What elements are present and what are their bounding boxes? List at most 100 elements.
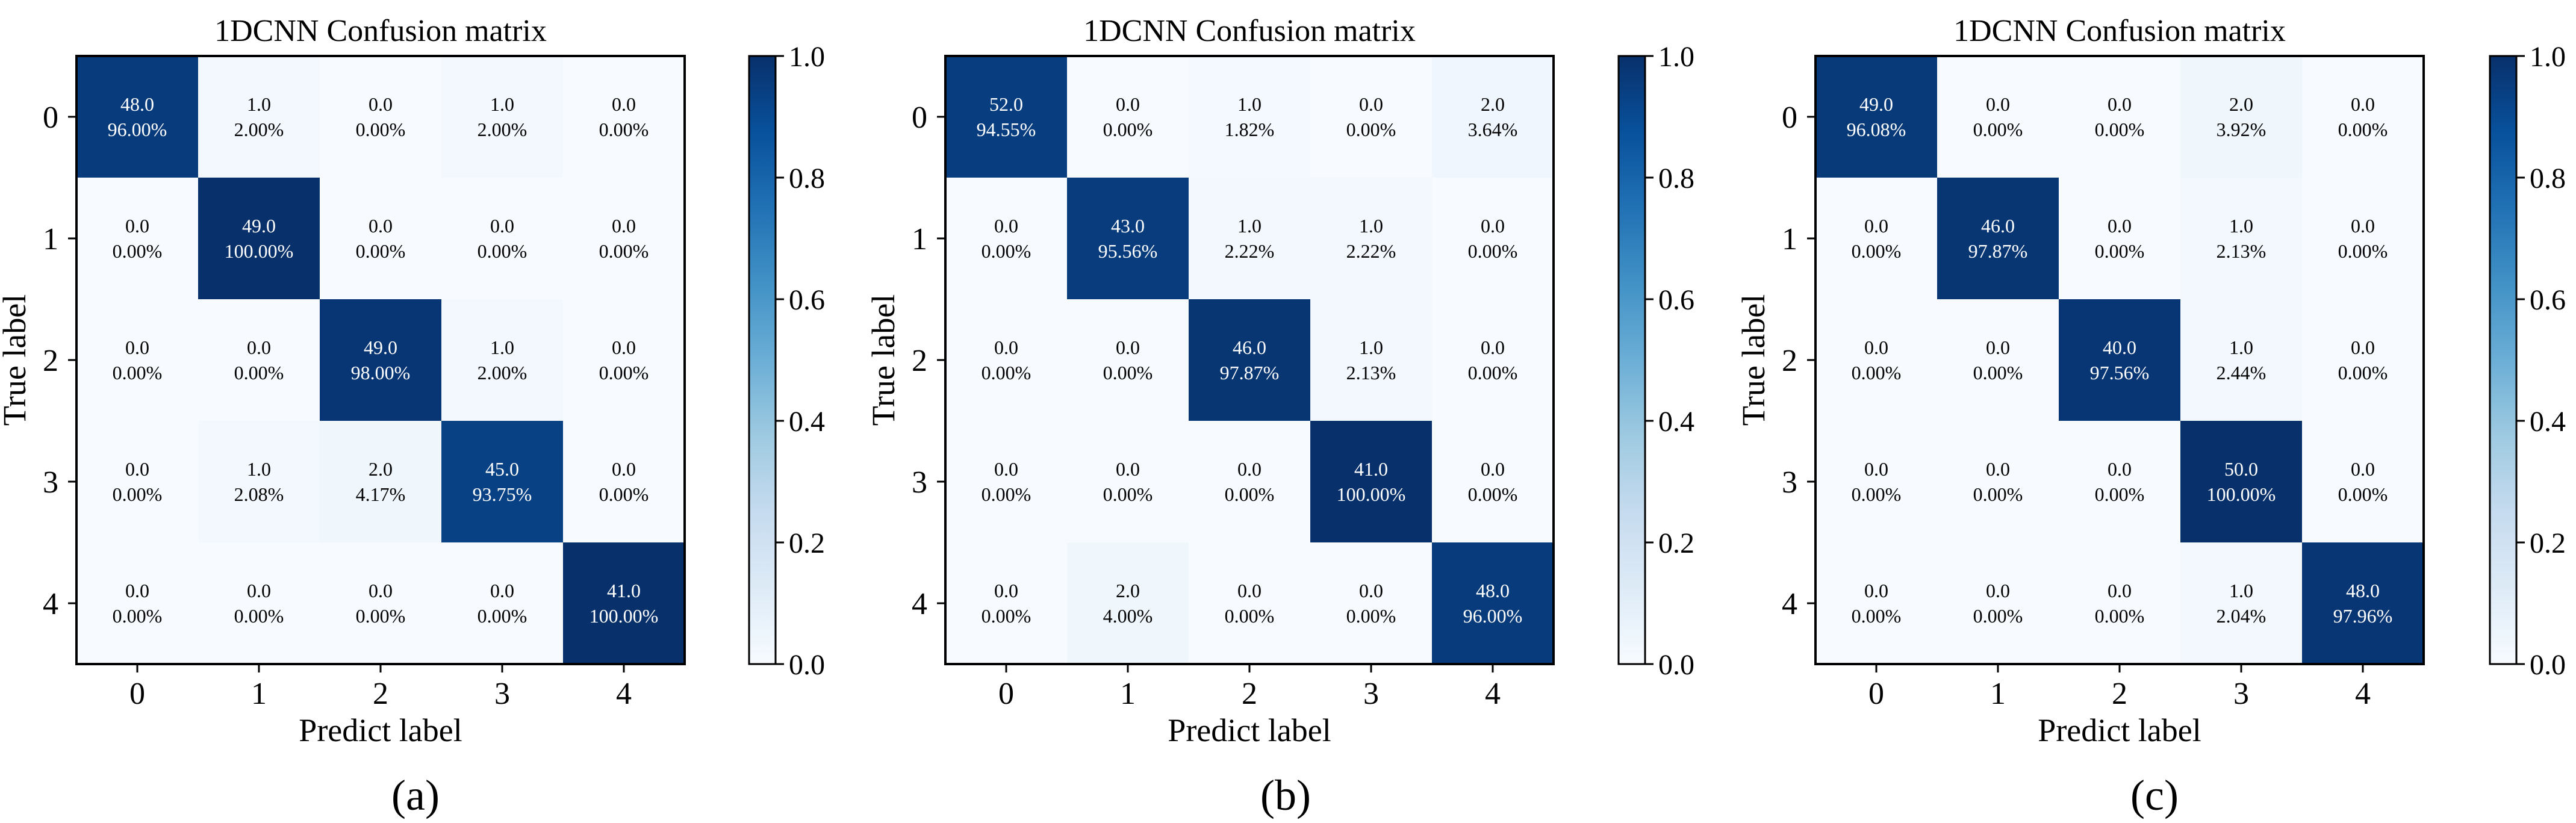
y-tick-label: 1 <box>43 222 58 256</box>
chart-title: 1DCNN Confusion matrix <box>1953 14 2286 48</box>
cell-count-label: 0.0 <box>2351 458 2375 480</box>
cell-count-label: 49.0 <box>364 337 397 358</box>
cell-count-label: 0.0 <box>125 458 149 480</box>
cell-percent-label: 2.04% <box>2217 605 2266 627</box>
heatmap-cell <box>1067 421 1189 543</box>
cell-percent-label: 0.00% <box>1852 605 1902 627</box>
heatmap-cell <box>2180 178 2303 300</box>
cell-percent-label: 0.00% <box>1852 483 1902 505</box>
cell-count-label: 0.0 <box>994 458 1018 480</box>
cell-percent-label: 0.00% <box>982 240 1031 262</box>
cell-percent-label: 3.92% <box>2217 119 2266 140</box>
heatmap-cell <box>1432 299 1554 421</box>
cell-count-label: 1.0 <box>2229 337 2253 358</box>
cell-count-label: 0.0 <box>1986 580 2010 601</box>
heatmap-cell <box>563 56 685 178</box>
cell-count-label: 0.0 <box>369 215 393 237</box>
heatmap-cell <box>1432 56 1554 178</box>
cell-percent-label: 0.00% <box>2095 240 2145 262</box>
heatmap-cell <box>563 421 685 543</box>
cell-percent-label: 0.00% <box>1973 605 2023 627</box>
heatmap-cell <box>76 542 199 665</box>
cell-count-label: 41.0 <box>1354 458 1388 480</box>
cell-count-label: 0.0 <box>1864 337 1888 358</box>
cell-percent-label: 0.00% <box>113 362 163 384</box>
y-axis-label: True label <box>865 294 901 426</box>
cell-count-label: 0.0 <box>247 580 271 601</box>
cell-percent-label: 0.00% <box>2095 119 2145 140</box>
cell-percent-label: 0.00% <box>2338 483 2388 505</box>
y-tick-label: 3 <box>912 465 927 500</box>
cell-percent-label: 0.00% <box>1225 605 1275 627</box>
y-tick-label: 0 <box>1782 101 1797 135</box>
heatmap-cell <box>1189 56 1311 178</box>
cell-count-label: 1.0 <box>490 337 514 358</box>
y-tick-label: 2 <box>1782 344 1797 378</box>
colorbar-tick-label: 0.8 <box>789 163 825 194</box>
cell-percent-label: 98.00% <box>351 362 411 384</box>
cell-count-label: 0.0 <box>369 580 393 601</box>
cell-percent-label: 0.00% <box>1973 119 2023 140</box>
cell-percent-label: 0.00% <box>234 362 284 384</box>
cell-percent-label: 1.82% <box>1225 119 1275 140</box>
heatmap-cell <box>1937 542 2059 665</box>
x-tick-label: 2 <box>373 677 388 711</box>
cell-percent-label: 2.13% <box>2217 240 2266 262</box>
x-axis-label: Predict label <box>2038 712 2201 748</box>
x-tick-label: 4 <box>1485 677 1501 711</box>
heatmap-cell <box>1189 542 1311 665</box>
x-tick-label: 3 <box>494 677 510 711</box>
cell-percent-label: 97.87% <box>1968 240 2028 262</box>
heatmap-cell <box>563 299 685 421</box>
cell-percent-label: 0.00% <box>1973 483 2023 505</box>
cell-percent-label: 0.00% <box>2095 483 2145 505</box>
cell-count-label: 0.0 <box>2108 93 2132 115</box>
heatmap-cell <box>1432 178 1554 300</box>
heatmap-cell <box>1189 178 1311 300</box>
heatmap-cell <box>1937 421 2059 543</box>
y-tick-label: 1 <box>912 222 927 256</box>
panel-2: 52.0 94.55% 0.0 0.00% 1.0 1.82% 0.0 0.00% 2.0 3.6… <box>865 14 1694 819</box>
cell-count-label: 2.0 <box>1116 580 1140 601</box>
panel-caption: (c) <box>2130 771 2179 819</box>
cell-count-label: 0.0 <box>612 458 636 480</box>
heatmap-cell <box>441 56 564 178</box>
cell-percent-label: 2.00% <box>234 119 284 140</box>
cell-percent-label: 0.00% <box>478 605 527 627</box>
cell-count-label: 0.0 <box>125 337 149 358</box>
cell-count-label: 48.0 <box>120 93 154 115</box>
cell-count-label: 0.0 <box>1986 93 2010 115</box>
cell-count-label: 0.0 <box>1116 93 1140 115</box>
heatmap-cell <box>1937 299 2059 421</box>
cell-percent-label: 0.00% <box>982 605 1031 627</box>
heatmap-cell <box>2302 542 2424 665</box>
colorbar <box>2489 55 2518 665</box>
cell-percent-label: 0.00% <box>1852 362 1902 384</box>
heatmap-cell <box>2302 299 2424 421</box>
cell-percent-label: 0.00% <box>1103 362 1153 384</box>
cell-count-label: 0.0 <box>125 580 149 601</box>
cell-percent-label: 0.00% <box>2095 605 2145 627</box>
colorbar-tick-label: 0.8 <box>2530 163 2566 194</box>
cell-percent-label: 0.00% <box>1468 483 1518 505</box>
heatmap-cell <box>2180 421 2303 543</box>
cell-count-label: 1.0 <box>1359 337 1383 358</box>
cell-count-label: 48.0 <box>2346 580 2380 601</box>
heatmap-cell <box>320 299 442 421</box>
heatmap-cell <box>1815 56 1938 178</box>
heatmap-cell <box>441 178 564 300</box>
cell-count-label: 0.0 <box>1237 458 1262 480</box>
heatmap-cell <box>320 421 442 543</box>
cell-percent-label: 0.00% <box>1973 362 2023 384</box>
cell-percent-label: 100.00% <box>590 605 659 627</box>
heatmap-cell <box>563 542 685 665</box>
heatmap-cell <box>1067 178 1189 300</box>
panel-caption: (b) <box>1260 771 1311 819</box>
x-tick-label: 0 <box>1868 677 1884 711</box>
cell-percent-label: 0.00% <box>599 362 649 384</box>
cell-percent-label: 0.00% <box>356 240 406 262</box>
x-tick-label: 0 <box>998 677 1014 711</box>
colorbar-tick-label: 0.8 <box>1658 163 1694 194</box>
cell-count-label: 0.0 <box>2108 580 2132 601</box>
cell-percent-label: 4.00% <box>1103 605 1153 627</box>
